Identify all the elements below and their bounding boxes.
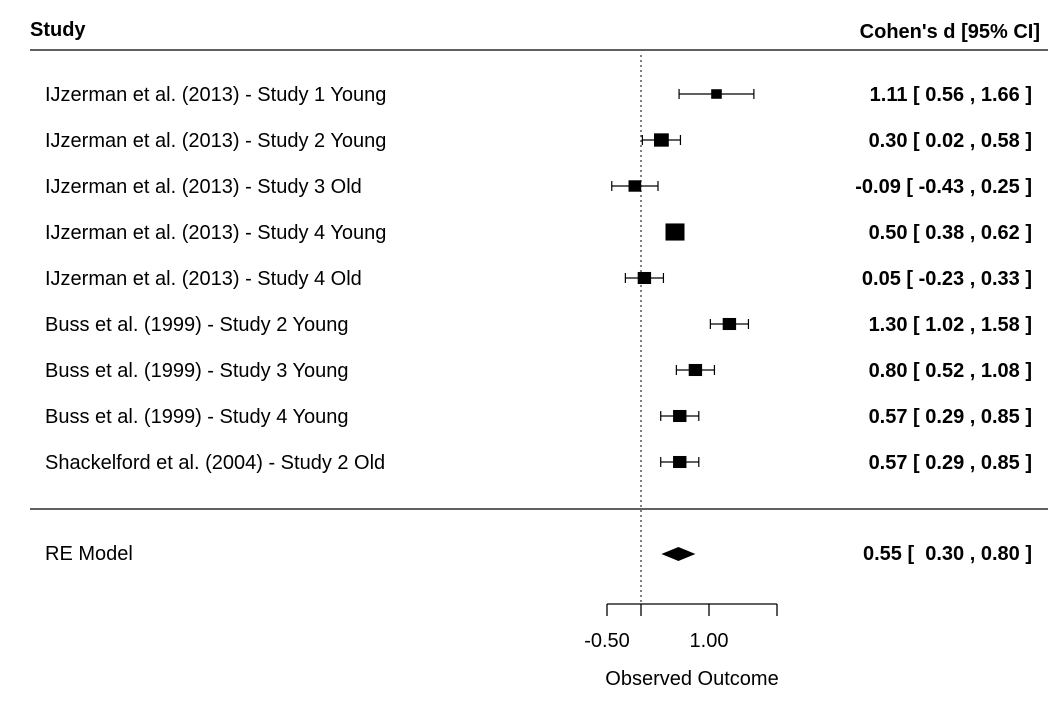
study-label: Buss et al. (1999) - Study 4 Young [45,406,349,428]
point-estimate [628,180,642,192]
study-rows: IJzerman et al. (2013) - Study 1 Young 1.… [45,84,1032,474]
study-label: Buss et al. (1999) - Study 3 Young [45,360,349,382]
study-label: IJzerman et al. (2013) - Study 2 Young [45,130,386,152]
study-row: Shackelford et al. (2004) - Study 2 Old 0… [45,452,1032,474]
study-label: Buss et al. (1999) - Study 2 Young [45,314,349,336]
summary-diamond [661,547,696,561]
study-row: IJzerman et al. (2013) - Study 4 Young 0.… [45,222,1032,244]
ci-text: 0.80 [ 0.52 , 1.08 ] [869,360,1032,382]
point-estimate [665,223,685,241]
point-estimate [637,271,652,285]
x-tick-label: 1.00 [690,630,729,652]
point-estimate [688,363,703,377]
study-row: IJzerman et al. (2013) - Study 1 Young 1.… [45,84,1032,106]
point-estimate [722,317,737,331]
study-label: IJzerman et al. (2013) - Study 4 Young [45,222,386,244]
study-row: Buss et al. (1999) - Study 4 Young 0.57 [… [45,406,1032,428]
study-column-header: Study [30,19,86,41]
study-row: IJzerman et al. (2013) - Study 4 Old 0.05… [45,268,1032,290]
summary-row: RE Model 0.55 [ 0.30 , 0.80 ] [45,543,1032,565]
study-row: Buss et al. (1999) - Study 2 Young 1.30 [… [45,314,1032,336]
point-estimate [673,409,687,423]
point-estimate [654,133,669,147]
effect-column-header: Cohen's d [95% CI] [860,21,1040,43]
study-row: IJzerman et al. (2013) - Study 2 Young 0.… [45,130,1032,152]
summary-ci-text: 0.55 [ 0.30 , 0.80 ] [863,543,1032,565]
ci-text: 0.57 [ 0.29 , 0.85 ] [869,406,1032,428]
study-label: IJzerman et al. (2013) - Study 3 Old [45,176,362,198]
ci-text: 0.05 [ -0.23 , 0.33 ] [862,268,1032,290]
ci-text: -0.09 [ -0.43 , 0.25 ] [855,176,1032,198]
study-row: Buss et al. (1999) - Study 3 Young 0.80 [… [45,360,1032,382]
study-label: Shackelford et al. (2004) - Study 2 Old [45,452,385,474]
ci-text: 1.30 [ 1.02 , 1.58 ] [869,314,1032,336]
summary-label: RE Model [45,543,133,565]
ci-text: 1.11 [ 0.56 , 1.66 ] [870,84,1032,106]
study-label: IJzerman et al. (2013) - Study 4 Old [45,268,362,290]
ci-text: 0.57 [ 0.29 , 0.85 ] [869,452,1032,474]
study-label: IJzerman et al. (2013) - Study 1 Young [45,84,386,106]
x-axis-title: Observed Outcome [605,668,778,690]
point-estimate [673,455,687,469]
study-row: IJzerman et al. (2013) - Study 3 Old -0.0… [45,176,1032,198]
ci-text: 0.50 [ 0.38 , 0.62 ] [869,222,1032,244]
ci-text: 0.30 [ 0.02 , 0.58 ] [869,130,1032,152]
x-axis: Observed Outcome -0.50 1.00 [584,603,779,690]
x-tick-label: -0.50 [584,630,630,652]
point-estimate [711,89,722,99]
